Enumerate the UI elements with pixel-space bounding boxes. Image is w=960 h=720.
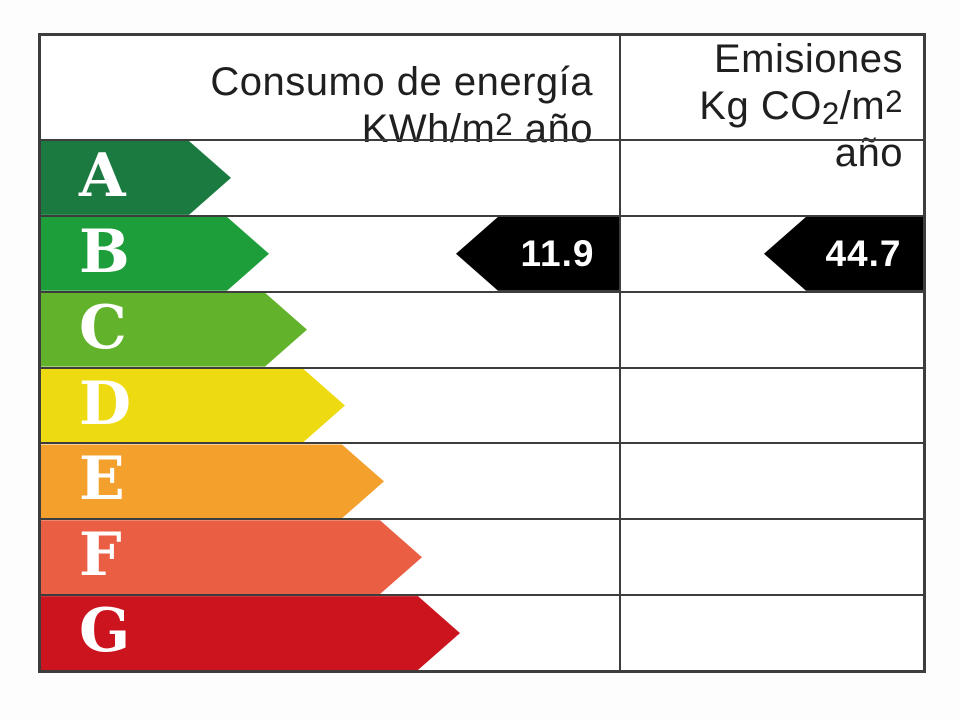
rating-letter-d: D [79, 368, 132, 439]
consumption-value: 11.9 [520, 232, 595, 274]
rating-letter-e: E [79, 444, 125, 515]
rating-row-f: F [41, 518, 923, 595]
rating-arrow-e: E [41, 444, 384, 518]
rating-d-value-cell [619, 368, 923, 443]
rating-arrow-f: F [41, 520, 422, 594]
rating-arrow-g: G [41, 596, 460, 670]
rating-letter-b: B [79, 216, 130, 287]
rating-f-scale-cell: F [41, 520, 619, 594]
rating-row-c: C [41, 290, 923, 367]
rating-g-value-cell [619, 596, 923, 671]
rating-e-value-cell [619, 444, 923, 519]
emissions-header-line2: Kg CO2/m2 año [699, 83, 903, 175]
rating-a-scale-cell: A [41, 141, 619, 215]
co2-subscript: 2 [821, 96, 840, 132]
rating-letter-g: G [79, 596, 131, 667]
rating-b-value-cell: 44.7 [619, 216, 923, 291]
rating-a-value-cell [619, 141, 923, 215]
rating-letter-f: F [79, 520, 122, 591]
rating-row-g: G [41, 594, 923, 671]
consumption-column-header: Consumo de energía KWh/m2 año [41, 36, 619, 176]
emissions-value-pointer: 44.7 [764, 216, 923, 291]
emissions-value: 44.7 [825, 232, 902, 274]
rating-letter-a: A [79, 140, 126, 211]
emissions-header-line1: Emisiones [713, 37, 903, 81]
rating-c-value-cell [619, 292, 923, 367]
m2-superscript: 2 [885, 83, 903, 119]
rating-arrow-b: B [41, 217, 269, 291]
consumption-header-line1: Consumo de energía [210, 60, 593, 105]
rating-g-scale-cell: G [41, 596, 619, 670]
consumption-value-pointer: 11.9 [456, 216, 619, 291]
m2-superscript: 2 [495, 107, 514, 143]
rating-letter-c: C [79, 292, 127, 363]
rating-e-scale-cell: E [41, 444, 619, 518]
rating-c-scale-cell: C [41, 293, 619, 367]
rating-b-scale-cell: B 11.9 [41, 216, 619, 291]
energy-rating-label: Consumo de energía KWh/m2 año Emisiones … [38, 33, 926, 673]
consumption-header-line2: KWh/m2 año [361, 107, 593, 152]
rating-arrow-c: C [41, 293, 307, 367]
rating-f-value-cell [619, 520, 923, 595]
rating-row-b: B 11.9 44.7 [41, 214, 923, 291]
emissions-column-header: Emisiones Kg CO2/m2 año [619, 36, 923, 177]
rating-row-d: D [41, 366, 923, 443]
rating-arrow-a: A [41, 141, 231, 215]
header-row: Consumo de energía KWh/m2 año Emisiones … [41, 36, 923, 177]
rating-d-scale-cell: D [41, 369, 619, 443]
rating-arrow-d: D [41, 369, 345, 443]
rating-row-a: A [41, 139, 923, 215]
rating-row-e: E [41, 442, 923, 519]
